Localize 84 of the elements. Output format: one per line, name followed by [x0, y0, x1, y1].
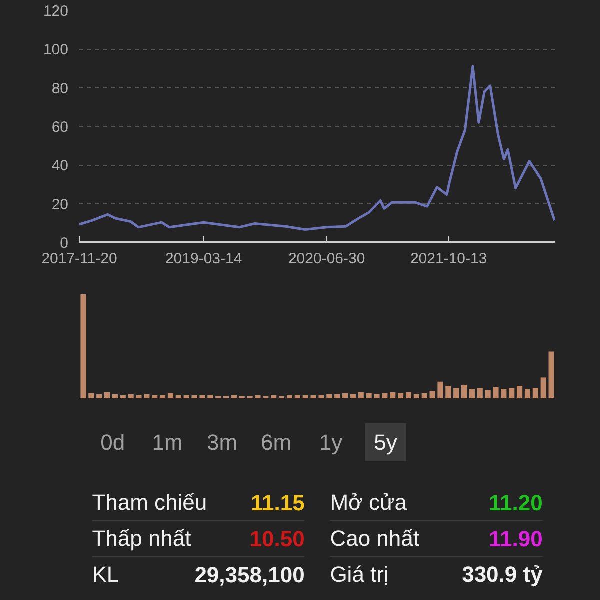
bar [184, 395, 190, 398]
bar [430, 391, 436, 398]
bar [231, 395, 237, 398]
bar [406, 392, 412, 398]
bar [152, 395, 158, 398]
bar [208, 395, 214, 398]
bar [358, 392, 364, 398]
x-tick-label: 2020-06-30 [288, 250, 366, 268]
text: Giá trị [330, 562, 389, 587]
bar [160, 395, 166, 398]
bar [88, 393, 94, 398]
text: 6m [260, 430, 292, 455]
bar [501, 389, 507, 398]
x-tick-label: 2019-03-14 [165, 250, 242, 268]
line-series [80, 65, 556, 231]
bar [461, 384, 468, 398]
y-tick-label: 80 [52, 80, 69, 98]
y-tick-label: 40 [52, 158, 69, 175]
bar [524, 389, 531, 398]
bar [398, 393, 404, 398]
bar [334, 394, 340, 398]
bar [374, 394, 380, 398]
bar [532, 388, 538, 398]
text: 11.20 [488, 490, 543, 516]
bar [104, 392, 110, 398]
bar [271, 395, 277, 398]
bar [200, 395, 206, 398]
bar [382, 393, 388, 398]
bar [485, 390, 491, 398]
bar [255, 395, 261, 398]
bar [509, 388, 515, 398]
bar [144, 394, 150, 398]
bar [168, 393, 174, 398]
bar [390, 392, 396, 398]
bar [96, 394, 102, 398]
text: Tham chiếu [92, 490, 208, 515]
bar [366, 393, 372, 398]
text: 1y [319, 430, 343, 455]
bar [438, 382, 444, 398]
bar [414, 394, 420, 398]
text: Cao nhất [330, 526, 420, 551]
y-tick-label: 20 [52, 196, 69, 214]
bar [286, 395, 293, 398]
y-tick-label: 120 [43, 3, 69, 20]
x-tick-label: 2017-11-20 [42, 250, 118, 268]
bar [128, 394, 134, 398]
bar [540, 378, 546, 398]
y-tick-label: 60 [52, 119, 69, 136]
text: 29,358,100 [194, 562, 305, 588]
bar [350, 394, 356, 398]
bar [192, 395, 198, 398]
bar [302, 395, 308, 398]
text: 5y [374, 430, 398, 455]
bar [176, 395, 182, 398]
bar [422, 393, 428, 398]
text: 0d [100, 430, 126, 455]
bar [310, 395, 316, 398]
text: 3m [207, 430, 238, 455]
x-tick-label: 2021-10-13 [410, 250, 488, 268]
bar [446, 386, 452, 398]
bar [454, 388, 460, 398]
text: 330.9 tỷ [462, 562, 544, 587]
y-tick-label: 100 [43, 42, 69, 59]
bar [342, 393, 348, 398]
bar [477, 388, 483, 398]
text: Thấp nhất [92, 526, 192, 551]
bar [318, 395, 324, 398]
bar [80, 294, 86, 398]
bar [469, 389, 475, 398]
bar [493, 387, 499, 398]
bar [112, 394, 118, 398]
bar [294, 395, 300, 398]
text: 10.50 [250, 526, 305, 552]
text: 11.15 [250, 490, 305, 516]
text: 11.90 [488, 526, 543, 552]
bar [326, 394, 332, 398]
bar [517, 386, 523, 398]
y-tick-label: 0 [60, 235, 68, 252]
text: KL [92, 562, 120, 587]
text: 1m [152, 430, 183, 455]
text: Mở cửa [330, 490, 408, 515]
bar [120, 395, 126, 398]
bar [136, 395, 142, 398]
bar [548, 352, 554, 398]
